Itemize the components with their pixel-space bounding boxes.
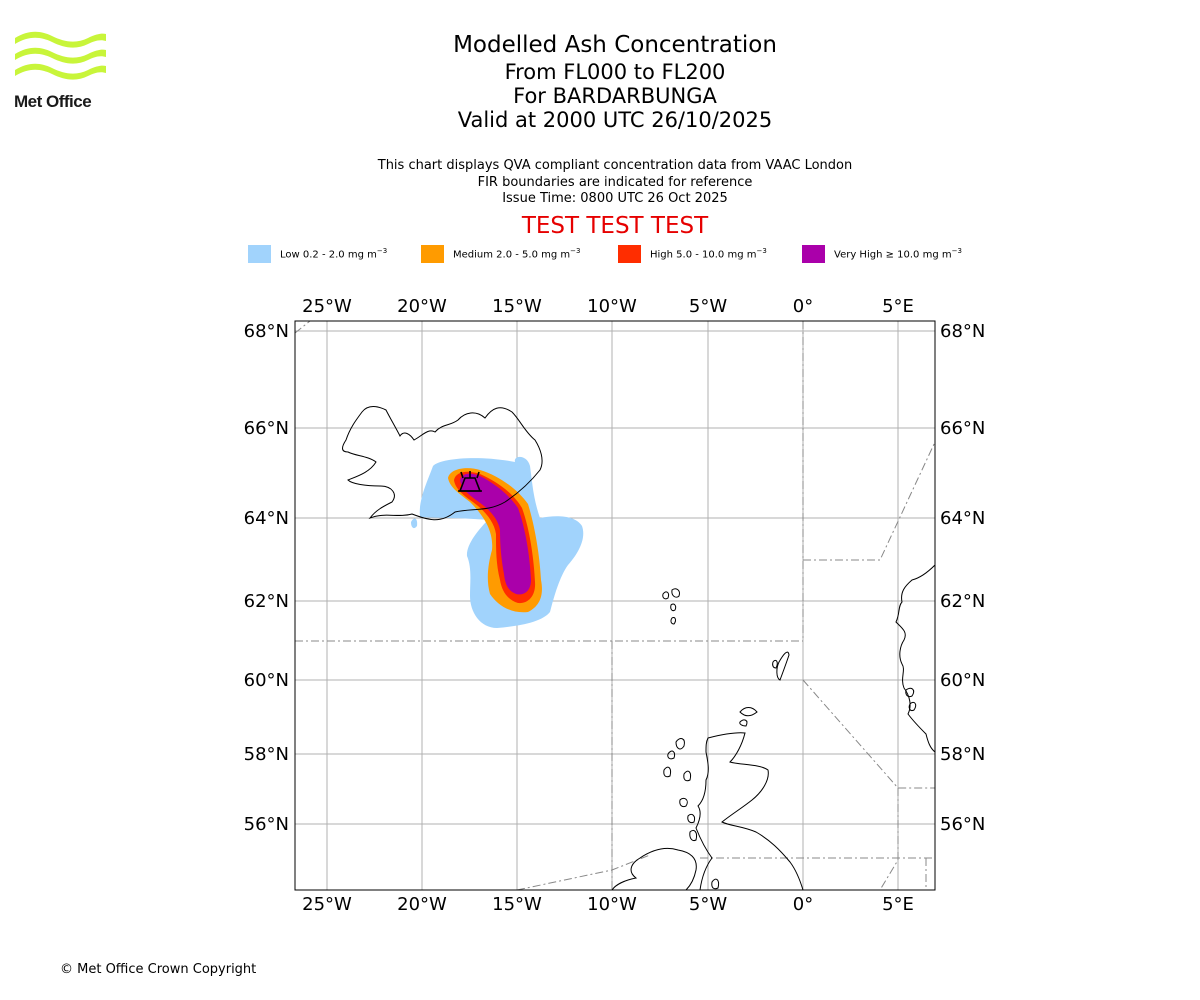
test-banner: TEST TEST TEST bbox=[521, 213, 709, 239]
lon-tick-top-15w: 15°W bbox=[492, 296, 542, 317]
map-frame bbox=[294, 320, 936, 891]
lon-tick-bottom-25w: 25°W bbox=[302, 894, 352, 915]
lat-ticks-left: 68°N 66°N 64°N 62°N 60°N 58°N 56°N bbox=[244, 321, 289, 835]
lon-tick-bottom-0: 0° bbox=[793, 894, 813, 915]
lat-tick-left-66n: 66°N bbox=[244, 418, 289, 439]
met-office-logo: Met Office bbox=[14, 30, 114, 114]
legend-label-medium: Medium 2.0 - 5.0 mg m−3 bbox=[453, 247, 581, 261]
title-block: Modelled Ash Concentration From FL000 to… bbox=[315, 30, 915, 132]
lat-tick-right-60n: 60°N bbox=[940, 670, 985, 691]
legend-swatch-very-high bbox=[802, 245, 825, 263]
lat-tick-left-58n: 58°N bbox=[244, 744, 289, 765]
legend-label-high: High 5.0 - 10.0 mg m−3 bbox=[650, 247, 767, 261]
legend-swatch-low bbox=[248, 245, 271, 263]
lat-tick-right-64n: 64°N bbox=[940, 508, 985, 529]
lat-tick-left-60n: 60°N bbox=[244, 670, 289, 691]
legend-label-low: Low 0.2 - 2.0 mg m−3 bbox=[280, 247, 388, 261]
copyright-notice: © Met Office Crown Copyright bbox=[60, 962, 257, 977]
legend-item-very-high: Very High ≥ 10.0 mg m−3 bbox=[802, 244, 962, 264]
valid-time: Valid at 2000 UTC 26/10/2025 bbox=[457, 108, 773, 132]
lat-tick-right-66n: 66°N bbox=[940, 418, 985, 439]
chart-title: Modelled Ash Concentration bbox=[453, 32, 777, 58]
fir-boundaries bbox=[295, 321, 935, 890]
lon-ticks-top: 25°W 20°W 15°W 10°W 5°W 0° 5°E bbox=[302, 296, 914, 317]
lon-tick-top-5w: 5°W bbox=[689, 296, 727, 317]
coastlines bbox=[342, 406, 935, 890]
issue-time: Issue Time: 0800 UTC 26 Oct 2025 bbox=[502, 191, 728, 206]
lon-tick-bottom-5w: 5°W bbox=[689, 894, 727, 915]
volcano-name: For BARDARBUNGA bbox=[513, 84, 717, 108]
volcano-icon bbox=[458, 471, 482, 492]
lat-ticks-right: 68°N 66°N 64°N 62°N 60°N 58°N 56°N bbox=[940, 321, 985, 835]
legend-swatch-high bbox=[618, 245, 641, 263]
lat-tick-right-68n: 68°N bbox=[940, 321, 985, 342]
met-office-waves-icon bbox=[15, 31, 106, 80]
lat-tick-left-62n: 62°N bbox=[244, 591, 289, 612]
logo-text: Met Office bbox=[14, 92, 92, 111]
legend: Low 0.2 - 2.0 mg m−3 Medium 2.0 - 5.0 mg… bbox=[0, 244, 1200, 264]
legend-item-medium: Medium 2.0 - 5.0 mg m−3 bbox=[421, 244, 580, 264]
description-line-2: FIR boundaries are indicated for referen… bbox=[477, 174, 753, 190]
ash-very-high bbox=[460, 473, 531, 595]
lat-tick-right-56n: 56°N bbox=[940, 814, 985, 835]
lon-tick-bottom-10w: 10°W bbox=[587, 894, 637, 915]
legend-label-very-high: Very High ≥ 10.0 mg m−3 bbox=[834, 247, 962, 261]
lat-tick-right-58n: 58°N bbox=[940, 744, 985, 765]
lat-tick-left-56n: 56°N bbox=[244, 814, 289, 835]
lon-ticks-bottom: 25°W 20°W 15°W 10°W 5°W 0° 5°E bbox=[302, 894, 914, 915]
map-gridlines bbox=[295, 321, 935, 890]
legend-item-low: Low 0.2 - 2.0 mg m−3 bbox=[248, 244, 387, 264]
lon-tick-bottom-15w: 15°W bbox=[492, 894, 542, 915]
lat-tick-left-68n: 68°N bbox=[244, 321, 289, 342]
legend-item-high: High 5.0 - 10.0 mg m−3 bbox=[618, 244, 767, 264]
lon-tick-top-20w: 20°W bbox=[397, 296, 447, 317]
lon-tick-top-5e: 5°E bbox=[882, 296, 914, 317]
lat-tick-right-62n: 62°N bbox=[940, 591, 985, 612]
lon-tick-bottom-20w: 20°W bbox=[397, 894, 447, 915]
lon-tick-bottom-5e: 5°E bbox=[882, 894, 914, 915]
description-line-1: This chart displays QVA compliant concen… bbox=[377, 158, 853, 173]
lat-tick-left-64n: 64°N bbox=[244, 508, 289, 529]
lon-tick-top-0: 0° bbox=[793, 296, 813, 317]
description-block: This chart displays QVA compliant concen… bbox=[315, 158, 915, 208]
flight-level-range: From FL000 to FL200 bbox=[504, 60, 726, 84]
legend-swatch-medium bbox=[421, 245, 444, 263]
lon-tick-top-10w: 10°W bbox=[587, 296, 637, 317]
lon-tick-top-25w: 25°W bbox=[302, 296, 352, 317]
